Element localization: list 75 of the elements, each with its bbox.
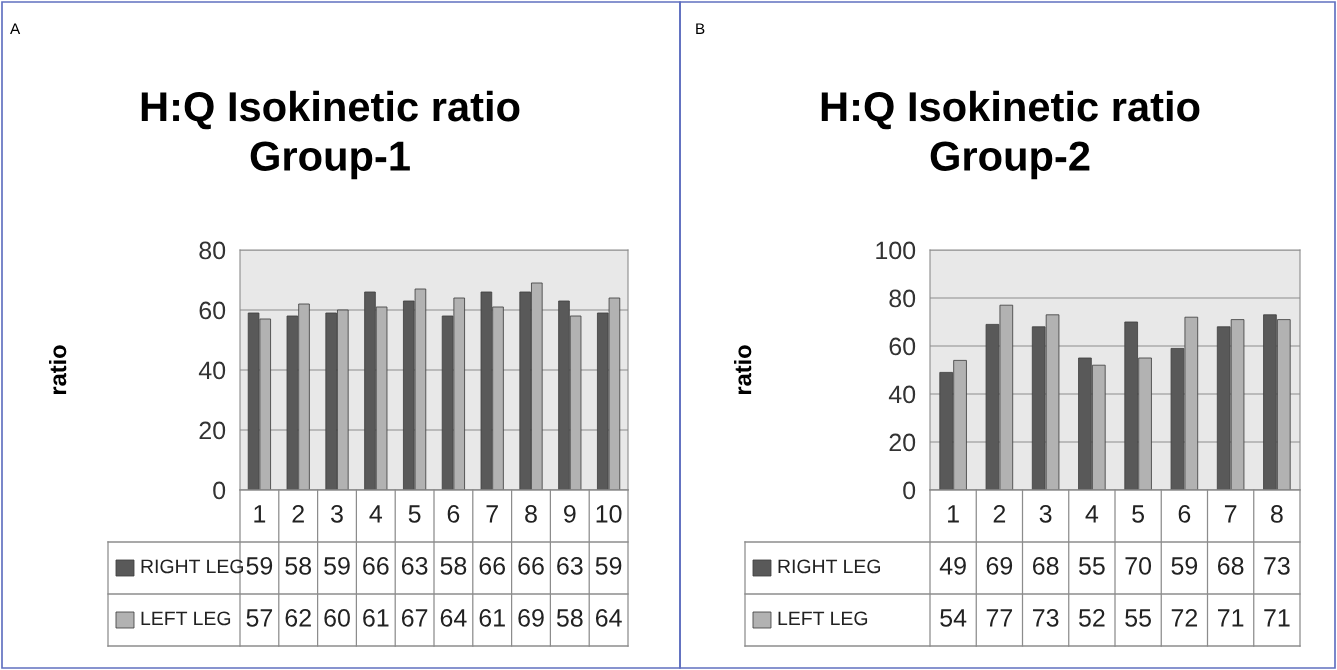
data-label: 71 [1218, 609, 1244, 627]
text: B [696, 23, 705, 34]
legend-label: RIGHT LEG [141, 559, 244, 574]
x-tick-label: 5 [408, 505, 421, 523]
x-tick-label: 4 [1085, 505, 1099, 523]
x-tick-label: 3 [1039, 505, 1052, 523]
text: A [10, 23, 21, 34]
x-tick-label: 6 [1178, 505, 1191, 523]
data-label: 66 [518, 557, 544, 575]
data-label: 70 [1125, 557, 1152, 575]
x-tick-label: 10 [596, 505, 622, 523]
y-tick-label: 0 [213, 481, 226, 500]
data-label: 59 [324, 557, 350, 575]
data-label: 62 [285, 609, 311, 627]
data-label: 54 [940, 609, 967, 627]
y-tick-label: 40 [888, 385, 916, 404]
data-label: 58 [440, 557, 467, 575]
data-label: 73 [1033, 609, 1059, 627]
data-label: 58 [556, 609, 583, 627]
legend-label: LEFT LEG [778, 611, 868, 626]
data-label: 72 [1171, 609, 1198, 627]
data-label: 61 [363, 609, 389, 627]
data-label: 55 [1125, 609, 1151, 627]
data-label: 57 [246, 609, 273, 627]
data-label: 59 [1171, 557, 1198, 575]
data-label: 59 [595, 557, 622, 575]
data-label: 58 [285, 557, 312, 575]
x-tick-label: 1 [948, 505, 959, 523]
x-tick-label: 2 [292, 505, 304, 523]
y-tick-label: 0 [903, 481, 916, 500]
y-tick-label: 80 [199, 241, 226, 260]
data-label: 63 [557, 557, 583, 575]
y-tick-label: 60 [199, 301, 226, 320]
y-tick-label: 20 [199, 421, 226, 440]
x-tick-label: 6 [447, 505, 460, 523]
data-label: 77 [986, 609, 1013, 627]
x-tick-label: 8 [1271, 505, 1283, 523]
data-label: 52 [1078, 609, 1105, 627]
x-tick-label: 2 [993, 505, 1006, 523]
data-label: 69 [518, 609, 544, 627]
y-tick-label: 40 [198, 361, 226, 380]
data-label: 63 [401, 557, 428, 575]
data-label: 66 [363, 557, 389, 575]
data-label: 64 [595, 609, 622, 627]
data-label: 69 [986, 557, 1013, 575]
x-tick-label: 7 [1224, 505, 1237, 523]
y-tick-label: 60 [889, 337, 916, 356]
x-tick-label: 3 [331, 505, 343, 523]
y-tick-label: 80 [889, 289, 916, 308]
data-label: 67 [401, 609, 428, 627]
x-tick-label: 4 [369, 505, 383, 523]
legend-label: RIGHT LEG [778, 559, 881, 574]
x-tick-label: 1 [254, 505, 266, 523]
data-label: 55 [1078, 557, 1105, 575]
data-label: 71 [1264, 609, 1290, 627]
legend-label: LEFT LEG [141, 611, 231, 626]
data-label: 73 [1264, 557, 1290, 575]
data-label: 61 [479, 609, 505, 627]
data-label: 64 [440, 609, 467, 627]
y-tick-label: 20 [889, 433, 916, 452]
chart-title: H:Q Isokinetic ratio Group-2 [821, 90, 1200, 180]
data-label: 59 [246, 557, 273, 575]
data-label: 68 [1217, 557, 1244, 575]
data-label: 66 [479, 557, 506, 575]
chart-title: H:Q Isokinetic ratio Group-1 [141, 90, 520, 180]
x-tick-label: 9 [564, 505, 576, 523]
data-label: 68 [1032, 557, 1059, 575]
data-label: 49 [939, 557, 966, 575]
x-tick-label: 7 [486, 505, 498, 523]
data-label: 60 [324, 609, 350, 627]
y-axis-title: ratio [733, 345, 752, 395]
y-axis-title: ratio [49, 345, 67, 395]
y-tick-label: 100 [876, 241, 916, 260]
x-tick-label: 8 [525, 505, 537, 523]
x-tick-label: 5 [1132, 505, 1145, 523]
